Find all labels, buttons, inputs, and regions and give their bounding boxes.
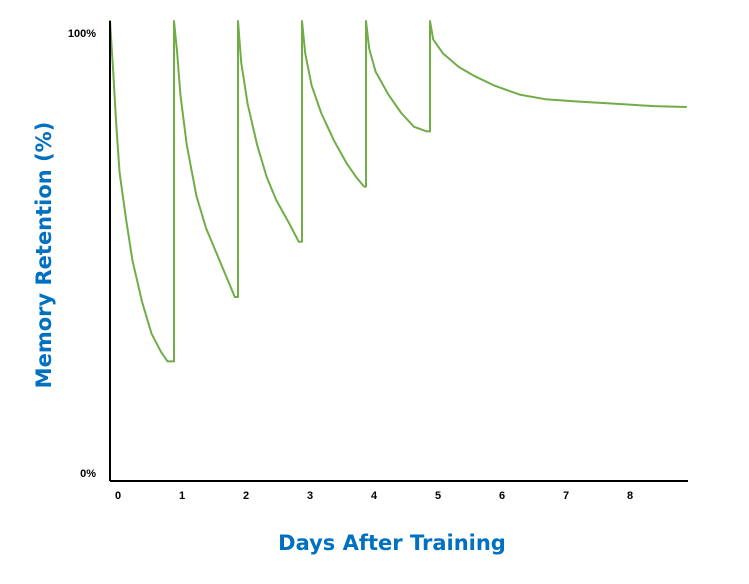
x-tick-label: 5 — [435, 490, 441, 502]
x-tick-label: 6 — [499, 490, 505, 502]
y-tick-label: 100% — [68, 28, 96, 40]
x-tick-label: 0 — [115, 490, 121, 502]
y-tick-labels: 0% 100% — [68, 28, 96, 480]
x-tick-label: 3 — [307, 490, 313, 502]
x-tick-label: 2 — [243, 490, 249, 502]
y-axis-title: Memory Retention (%) — [32, 122, 56, 389]
x-tick-label: 1 — [179, 490, 185, 502]
x-tick-label: 4 — [371, 490, 378, 502]
x-tick-labels: 0 1 2 3 4 5 6 7 8 — [115, 490, 633, 502]
y-tick-label: 0% — [80, 468, 96, 480]
x-tick-label: 7 — [563, 490, 569, 502]
x-tick-label: 8 — [627, 490, 633, 502]
x-axis-title: Days After Training — [278, 531, 506, 555]
retention-curve — [109, 20, 687, 363]
